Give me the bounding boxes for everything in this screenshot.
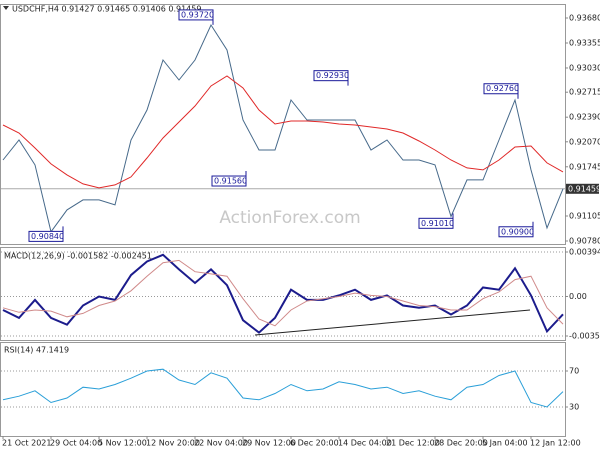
y-tick-label: -0.003506 xyxy=(569,332,600,341)
annotation-label: 0.92760 xyxy=(486,84,519,93)
x-tick-label: 29 Oct 04:00 xyxy=(50,439,102,448)
y-tick-label: 0.92715 xyxy=(569,88,600,97)
x-tick-label: 12 Jan 12:00 xyxy=(530,439,581,448)
watermark: ActionForex.com xyxy=(219,208,360,228)
y-tick-label: 0.90780 xyxy=(569,237,600,246)
y-tick-label: 30 xyxy=(569,403,579,412)
x-tick-label: 29 Nov 12:00 xyxy=(242,439,296,448)
annotation-label: 0.91560 xyxy=(214,177,247,186)
y-tick-label: 0.003944 xyxy=(569,248,600,257)
y-tick-label: 0.93355 xyxy=(569,38,600,47)
y-tick-label: 0.91745 xyxy=(569,162,600,171)
x-tick-label: 5 Nov 12:00 xyxy=(98,439,147,448)
last-price-box xyxy=(566,183,599,194)
y-tick-label: 0.92070 xyxy=(569,137,600,146)
annotation-label: 0.90840 xyxy=(31,232,64,241)
annotation-box xyxy=(498,226,534,238)
x-tick-label: 6 Dec 20:00 xyxy=(290,439,339,448)
x-tick-label: 28 Dec 20:00 xyxy=(434,439,488,448)
annotation-box xyxy=(28,230,64,242)
annotation-box xyxy=(178,9,214,21)
y-tick-label: 0.93680 xyxy=(569,13,600,22)
x-tick-label: 21 Dec 12:00 xyxy=(386,439,440,448)
panel-title: MACD(12,26,9) -0.001582 -0.002451 xyxy=(4,252,152,261)
series-line xyxy=(2,259,564,327)
annotation-box xyxy=(313,70,349,82)
y-tick-label: 0.00 xyxy=(569,292,587,301)
y-tick-label: 0.92390 xyxy=(569,113,600,122)
annotation-label: 0.91010 xyxy=(421,219,454,228)
price-panel xyxy=(0,4,566,245)
macd-panel xyxy=(0,247,566,341)
y-tick-label: 0.93030 xyxy=(569,63,600,72)
x-tick-label: 5 Jan 04:00 xyxy=(482,439,528,448)
menu-icon xyxy=(3,6,9,10)
panel-title: USDCHF,H4 0.91427 0.91465 0.91406 0.9145… xyxy=(12,5,201,14)
series-line xyxy=(2,253,564,334)
annotation-label: 0.93720 xyxy=(181,10,214,19)
x-tick-label: 22 Nov 04:00 xyxy=(194,439,248,448)
series-line xyxy=(2,75,564,189)
annotation-label: 0.92930 xyxy=(316,71,349,80)
rsi-panel xyxy=(0,342,566,437)
y-tick-label: 70 xyxy=(569,367,579,376)
annotation-box xyxy=(483,83,519,95)
x-tick-label: 12 Nov 20:00 xyxy=(146,439,200,448)
y-tick-label: 0.91105 xyxy=(569,212,600,221)
annotation-label: 0.90900 xyxy=(501,227,534,236)
panel-title: RSI(14) 47.1419 xyxy=(4,346,69,355)
x-tick-label: 14 Dec 04:00 xyxy=(338,439,392,448)
last-price-label: 0.91459 xyxy=(568,184,600,193)
annotation-box xyxy=(418,217,454,229)
trend-line xyxy=(254,309,531,336)
series-line xyxy=(2,368,564,408)
annotation-box xyxy=(211,175,247,187)
x-tick-label: 21 Oct 2021 xyxy=(2,439,51,448)
series-line xyxy=(2,23,564,233)
